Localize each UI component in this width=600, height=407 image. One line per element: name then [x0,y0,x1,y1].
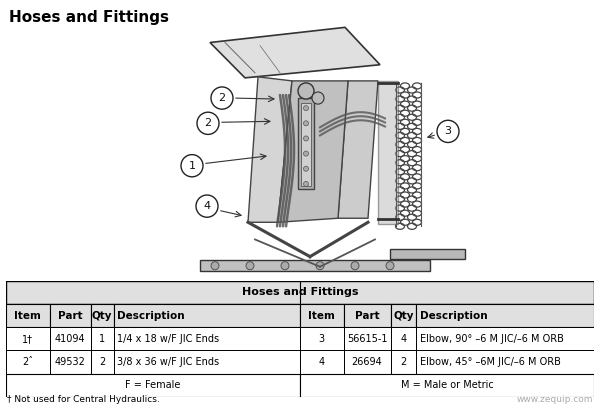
Bar [113,327,300,350]
Text: 3/8 x 36 w/F JIC Ends: 3/8 x 36 w/F JIC Ends [117,357,219,367]
Circle shape [196,195,218,217]
Bar [113,304,300,327]
Bar [300,304,344,327]
Text: www.zequip.com: www.zequip.com [516,395,593,404]
Bar [391,350,416,374]
Text: Qty: Qty [92,311,112,321]
Text: 2: 2 [218,93,226,103]
Circle shape [211,87,233,109]
Polygon shape [210,27,380,78]
Text: 1: 1 [99,334,105,344]
Text: Elbow, 90° –6 M JIC/–6 M ORB: Elbow, 90° –6 M JIC/–6 M ORB [420,334,564,344]
Text: 2: 2 [400,357,407,367]
Bar [50,304,91,327]
Text: 2ˆ: 2ˆ [22,357,34,367]
Bar [298,98,314,189]
Bar [416,327,594,350]
Circle shape [197,112,219,134]
Circle shape [304,182,308,186]
Bar [344,350,391,374]
Text: Description: Description [420,311,488,321]
Bar [391,304,416,327]
Polygon shape [378,81,398,224]
Text: Hoses and Fittings: Hoses and Fittings [242,287,358,298]
Text: 2: 2 [205,118,212,128]
Text: 56615-1: 56615-1 [347,334,387,344]
Bar [6,350,50,374]
Circle shape [298,83,314,99]
Text: 4: 4 [400,334,407,344]
Text: Part: Part [58,311,82,321]
Circle shape [304,151,308,156]
Circle shape [304,106,308,111]
Bar [91,304,113,327]
Polygon shape [278,81,348,222]
Circle shape [281,262,289,270]
Text: 1/4 x 18 w/F JIC Ends: 1/4 x 18 w/F JIC Ends [117,334,219,344]
Text: Item: Item [308,311,335,321]
Text: 1†: 1† [22,334,33,344]
Bar [91,327,113,350]
Bar [301,103,311,186]
Circle shape [316,262,324,270]
Bar [91,350,113,374]
Text: M = Male or Metric: M = Male or Metric [401,380,493,390]
Text: 4: 4 [203,201,211,211]
Text: Item: Item [14,311,41,321]
Bar [344,304,391,327]
Text: Qty: Qty [393,311,414,321]
Polygon shape [248,77,292,222]
Bar [344,327,391,350]
Bar [300,374,594,397]
Bar [113,350,300,374]
Bar [300,350,344,374]
Circle shape [386,262,394,270]
Circle shape [304,166,308,171]
Text: † Not used for Central Hydraulics.: † Not used for Central Hydraulics. [7,395,160,404]
Circle shape [437,120,459,142]
Bar [6,281,594,304]
Bar [6,327,50,350]
Bar [416,304,594,327]
Text: 49532: 49532 [55,357,86,367]
Circle shape [351,262,359,270]
Bar [391,327,416,350]
Circle shape [211,262,219,270]
Circle shape [181,155,203,177]
Circle shape [304,136,308,141]
Bar [300,327,344,350]
Circle shape [304,121,308,126]
Bar [6,304,50,327]
Circle shape [312,92,324,104]
Text: F = Female: F = Female [125,380,181,390]
Bar [50,350,91,374]
Text: Description: Description [117,311,185,321]
Bar [6,374,300,397]
Bar [50,327,91,350]
Text: 1: 1 [188,161,196,171]
Text: 2: 2 [99,357,105,367]
Text: 4: 4 [319,357,325,367]
Text: 3: 3 [319,334,325,344]
Polygon shape [338,81,378,218]
Text: 3: 3 [445,127,452,136]
Text: 41094: 41094 [55,334,85,344]
Bar [390,249,465,258]
Text: Part: Part [355,311,379,321]
Bar [200,260,430,271]
Text: 26694: 26694 [352,357,382,367]
Bar [416,350,594,374]
Text: Elbow, 45° –6M JIC/–6 M ORB: Elbow, 45° –6M JIC/–6 M ORB [420,357,561,367]
Text: Hoses and Fittings: Hoses and Fittings [9,10,169,25]
Circle shape [246,262,254,270]
